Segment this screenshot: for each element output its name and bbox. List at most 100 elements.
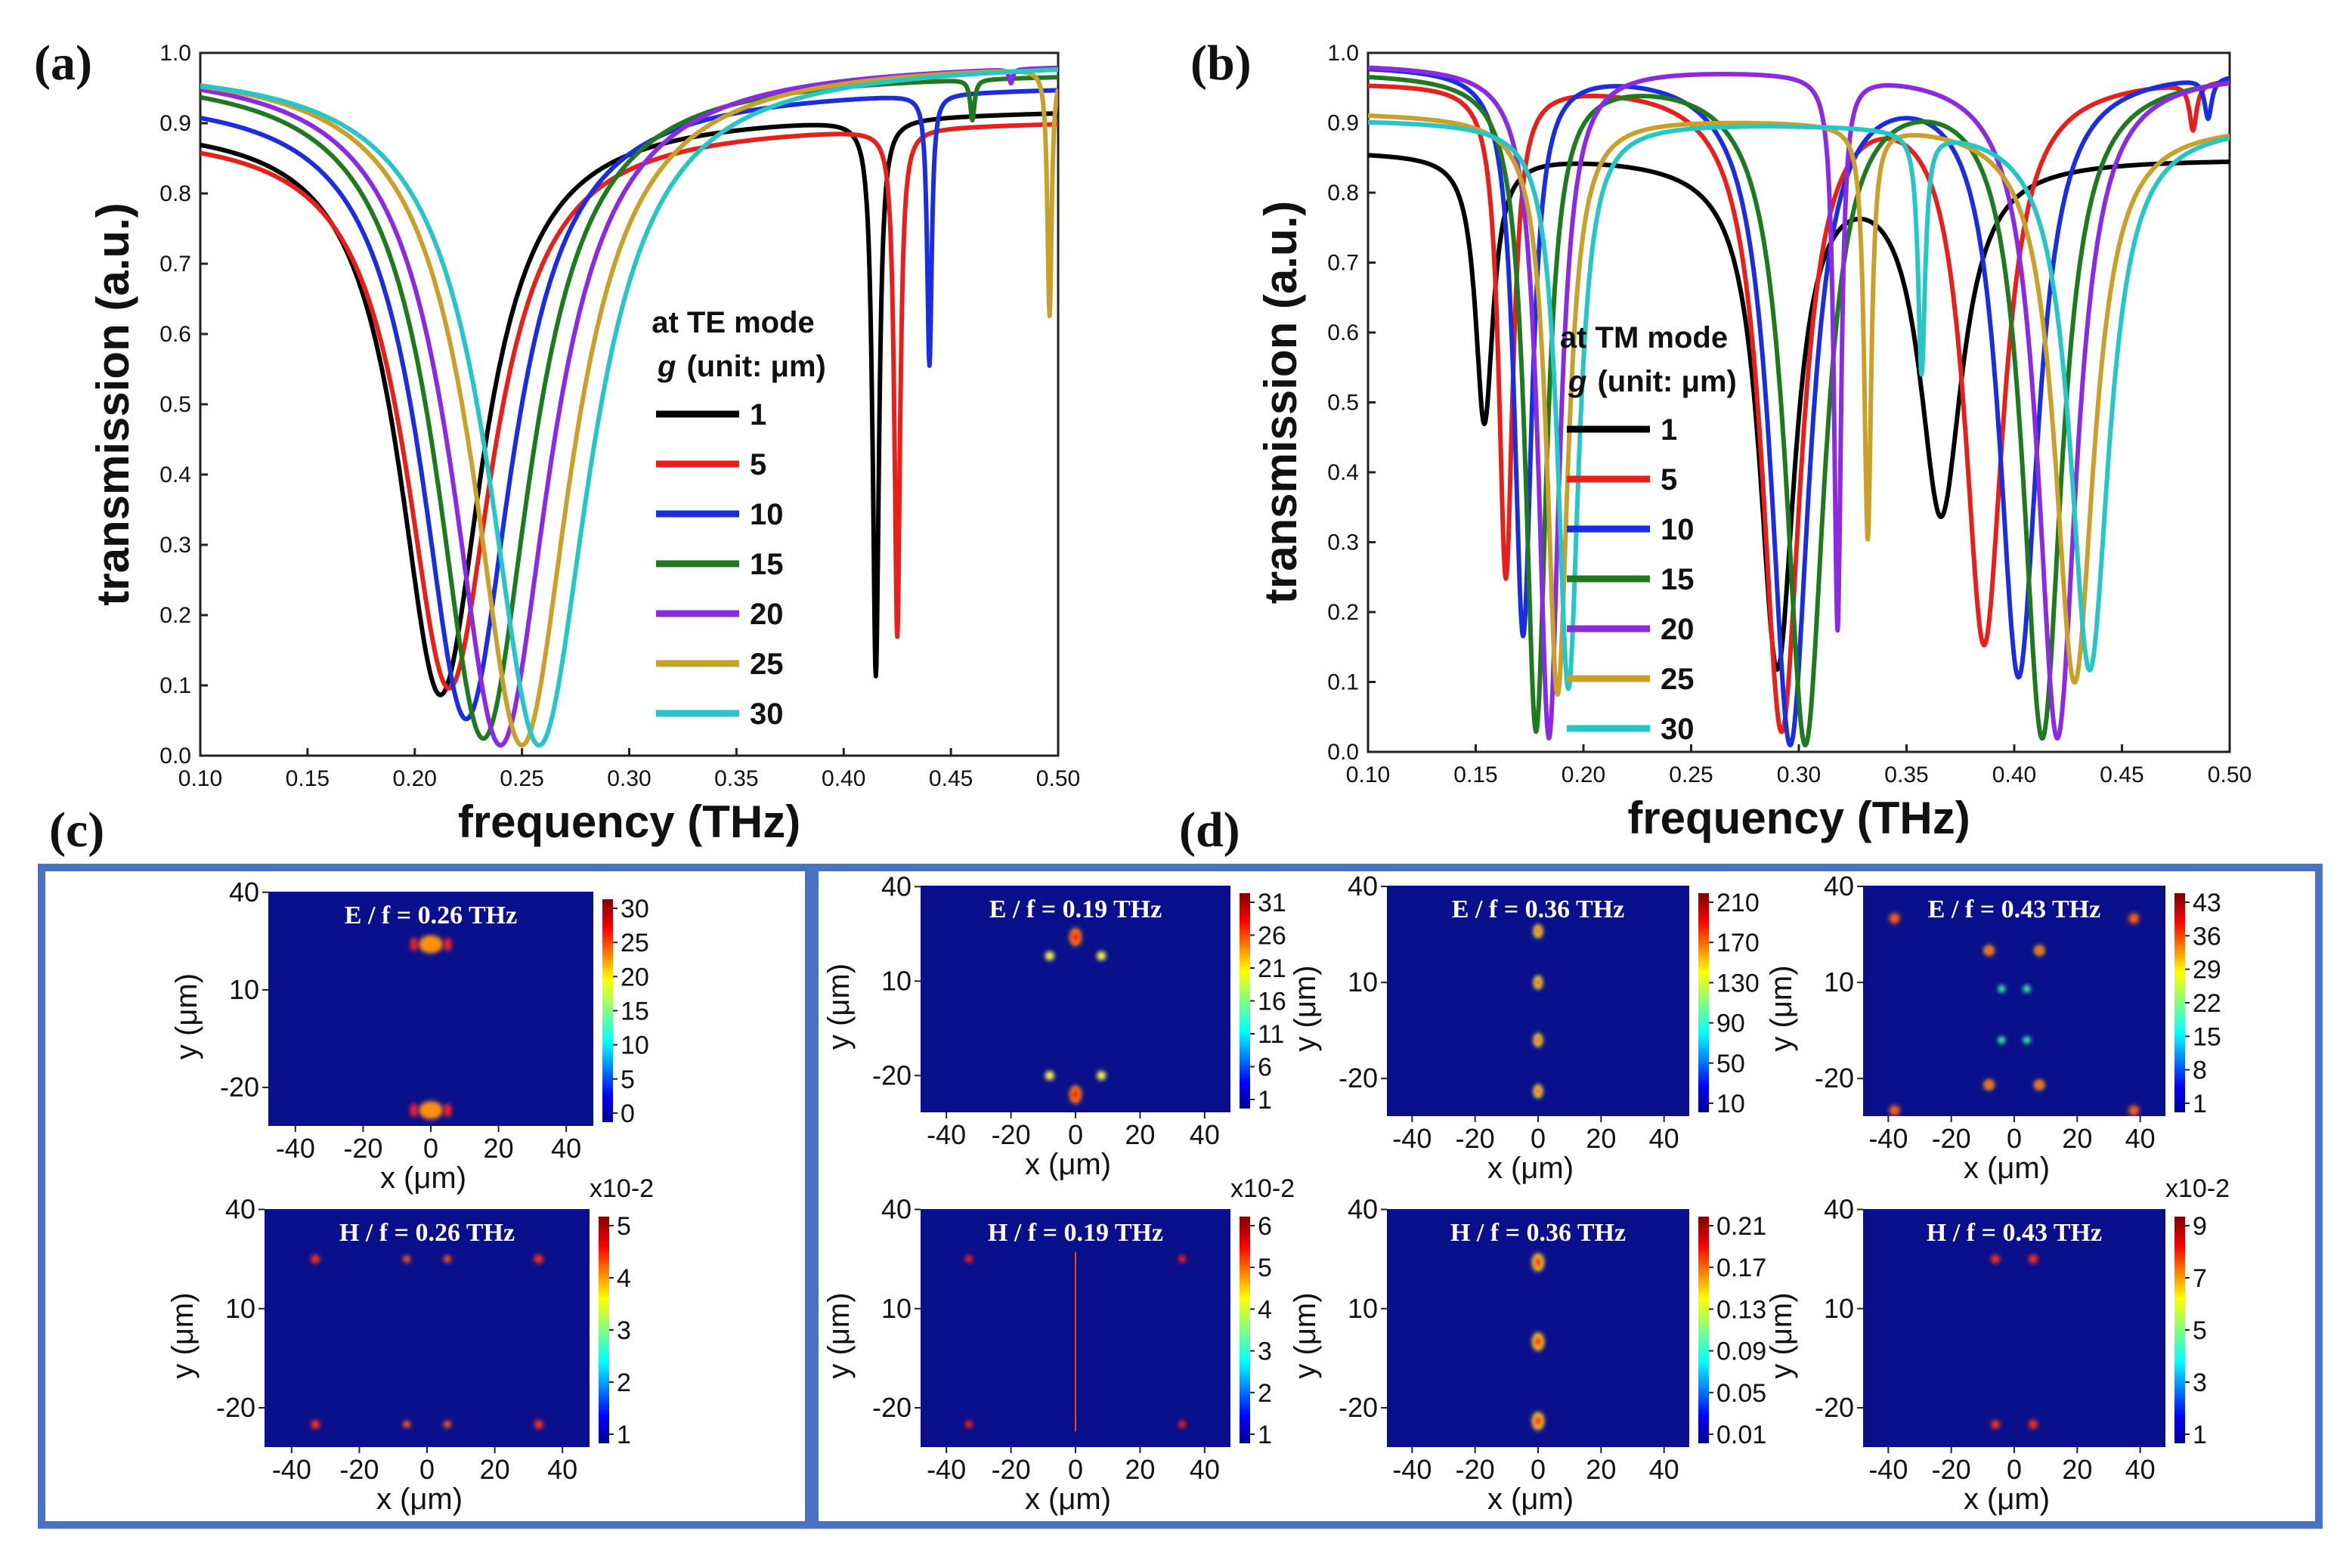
field-hotspot [403, 1420, 411, 1428]
series-line-25 [200, 69, 1058, 748]
panel-label-c: (c) [49, 803, 104, 858]
y-tick-label: 0.4 [159, 462, 191, 487]
field-hotspot [2029, 1254, 2038, 1264]
series-line-20 [1368, 65, 2230, 741]
colorbar-tick-label: 4 [617, 1264, 631, 1293]
map-y-axis-title: y (μm) [1765, 965, 1798, 1051]
field-hotspot [534, 1419, 543, 1429]
x-tick-label: 0.40 [1992, 762, 2036, 787]
series-line-5 [200, 122, 1058, 691]
field-hotspot [1889, 913, 1900, 924]
field-hotspot [444, 1103, 452, 1118]
legend-label-15: 15 [750, 548, 784, 581]
field-hotspot [534, 1254, 543, 1264]
y-tick-label: 0.7 [159, 252, 191, 277]
colorbar-tick-label: 1 [2193, 1421, 2207, 1449]
map-y-axis-title: y (μm) [170, 973, 203, 1059]
field-hotspot [1998, 985, 2006, 993]
x-tick-label: 0.25 [500, 766, 543, 791]
frame-d [811, 864, 2323, 1529]
field-hotspot [1536, 1087, 1540, 1096]
map-x-tick-label: -20 [992, 1454, 1031, 1485]
map-x-tick-label: -20 [1456, 1123, 1495, 1154]
colorbar-tick-label: 22 [2193, 989, 2221, 1018]
colorbar-tick-label: 90 [1716, 1010, 1745, 1038]
map-x-axis-title: x (μm) [1025, 1148, 1111, 1181]
field-pattern [951, 917, 1200, 1109]
legend-title: at TE mode [652, 306, 815, 339]
series-line-1 [200, 111, 1058, 697]
map-x-axis-title: x (μm) [1487, 1483, 1574, 1516]
legend-label-30: 30 [750, 697, 784, 731]
map-y-axis-title: y (μm) [166, 1292, 200, 1378]
legend-label-20: 20 [1661, 613, 1695, 646]
map-x-tick-label: -40 [276, 1133, 315, 1164]
map-x-tick-label: 40 [1649, 1123, 1679, 1154]
map-y-axis-title: y (μm) [1765, 1292, 1798, 1378]
map-y-tick-label: 40 [1824, 1194, 1854, 1225]
colorbar [1698, 1217, 1709, 1443]
colorbar-tick-label: 0.01 [1716, 1421, 1766, 1449]
colorbar-tick-label: 0.21 [1716, 1212, 1766, 1241]
field-hotspot [1986, 948, 1992, 953]
field-hotspot [1535, 1336, 1541, 1347]
map-y-tick-label: 10 [881, 1293, 912, 1324]
map-x-tick-label: -20 [343, 1133, 382, 1164]
map-y-tick-label: 40 [229, 877, 259, 908]
map-y-tick-label: -20 [216, 1392, 255, 1423]
field-hotspot [2023, 985, 2031, 993]
legend-label-5: 5 [750, 448, 766, 481]
colorbar-tick-label: 6 [1258, 1053, 1272, 1082]
field-hotspot [1536, 1036, 1540, 1044]
colorbar-tick-label: 7 [2193, 1264, 2207, 1293]
colorbar-tick-label: 5 [1258, 1254, 1272, 1282]
field-hotspot [443, 1255, 451, 1263]
panel-label-a: (a) [34, 36, 92, 91]
map-x-tick-label: 40 [2125, 1123, 2156, 1154]
series-line-15 [1368, 75, 2230, 748]
x-axis-title: frequency (THz) [458, 796, 800, 847]
panel-a-transmission-te: (a) 0.10 0.15 0.20 0.25 0.30 0.35 0.40 0.45 0.50… [34, 36, 1080, 847]
y-tick-label: 0.1 [159, 673, 191, 698]
field-hotspot [444, 937, 452, 951]
colorbar-tick-label: 6 [1258, 1212, 1272, 1241]
field-hotspot [1536, 979, 1540, 987]
legend-label-10: 10 [1661, 513, 1695, 546]
y-tick-label: 0.9 [1327, 111, 1359, 136]
field-hotspot [419, 1101, 443, 1120]
colorbar-tick-label: 31 [1258, 889, 1286, 917]
frame-c [38, 864, 812, 1529]
map-x-tick-label: -40 [1392, 1454, 1432, 1485]
map-y-axis-title: y (μm) [1289, 1292, 1322, 1378]
field-hotspot [410, 1103, 418, 1118]
map-x-tick-label: 40 [551, 1133, 581, 1164]
map-x-tick-label: 0 [1531, 1123, 1546, 1154]
colorbar-tick-label: 11 [1258, 1020, 1284, 1049]
y-tick-label: 1.0 [1327, 41, 1359, 66]
x-tick-label: 0.15 [1453, 762, 1497, 787]
colorbar-tick-label: 5 [621, 1065, 635, 1094]
colorbar-scale-factor: x10-2 [2165, 1174, 2230, 1203]
map-x-tick-label: 20 [1125, 1119, 1155, 1150]
map-x-tick-label: 20 [2062, 1454, 2092, 1485]
field-hotspot [2037, 1082, 2042, 1087]
y-tick-label: 0.5 [1327, 391, 1359, 416]
map-x-axis-title: x (μm) [1964, 1152, 2050, 1185]
colorbar-tick-label: 130 [1716, 969, 1760, 997]
map-x-tick-label: 40 [1190, 1119, 1220, 1150]
map-x-tick-label: -20 [992, 1119, 1031, 1150]
map-x-tick-label: -20 [1932, 1123, 1971, 1154]
map-y-tick-label: 10 [225, 1293, 255, 1324]
map-x-tick-label: 20 [1586, 1123, 1616, 1154]
field-hotspot [2128, 1105, 2140, 1116]
field-pattern [1889, 913, 2140, 1116]
colorbar-tick-label: 29 [2193, 956, 2221, 985]
map-y-tick-label: 10 [229, 974, 259, 1005]
colorbar-tick-label: 0.17 [1716, 1254, 1766, 1282]
map-y-tick-label: -20 [1815, 1392, 1854, 1423]
map-x-axis-title: x (μm) [376, 1483, 463, 1516]
colorbar-tick-label: 1 [617, 1421, 631, 1449]
x-tick-label: 0.35 [714, 766, 758, 791]
map-y-tick-label: -20 [872, 1392, 912, 1423]
colorbar-tick-label: 15 [2193, 1022, 2221, 1051]
